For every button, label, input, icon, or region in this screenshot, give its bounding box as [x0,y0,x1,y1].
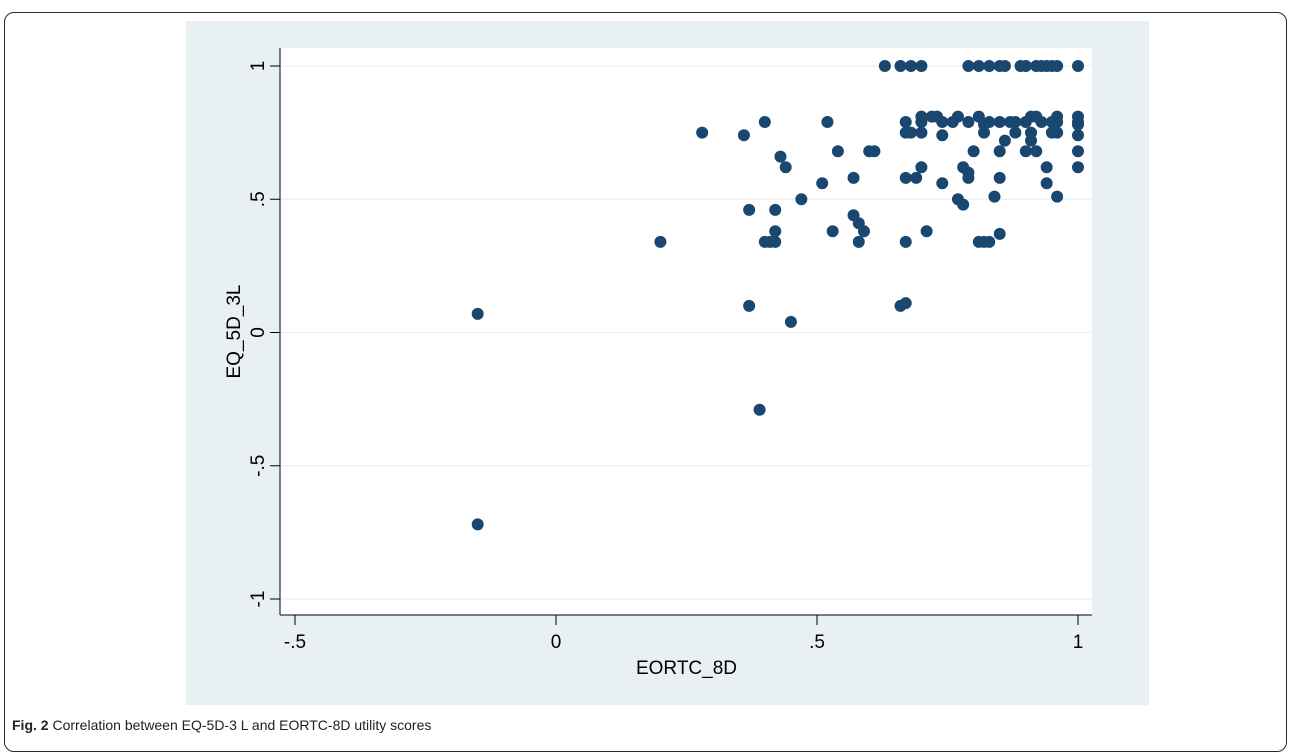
plot-region [280,48,1092,615]
data-point-3 [696,126,709,139]
data-point-8 [758,115,771,128]
data-points [471,60,1084,531]
y-axis-label: EQ_5D_3L [224,284,245,378]
data-point-36 [899,235,912,248]
plot-area: -.5 0 .5 1 -1 -.5 0 .5 1 EORTC_8D EQ_5D_3L [224,48,1092,679]
data-point-52 [951,110,964,123]
data-point-55 [957,198,970,211]
data-point-25 [852,235,865,248]
y-ticks: -1 -.5 0 .5 1 [248,61,280,608]
data-point-38 [904,126,917,139]
data-point-16 [784,315,797,328]
data-point-110 [1072,161,1084,174]
y-tick-label: 0 [248,327,269,338]
axes [279,48,1092,616]
data-point-12 [769,225,782,238]
data-point-18 [816,177,829,190]
data-point-45 [920,225,933,238]
data-point-5 [743,203,756,216]
data-point-30 [894,60,907,72]
x-axis-label: EORTC_8D [636,658,737,679]
x-tick-label: 1 [1073,632,1084,653]
data-point-40 [915,60,928,72]
data-point-103 [1051,190,1064,203]
data-point-72 [993,115,1006,128]
data-point-49 [936,129,949,142]
data-point-2 [654,235,667,248]
data-point-69 [983,115,996,128]
y-tick-label: .5 [248,191,269,207]
data-point-37 [904,60,917,72]
data-point-48 [936,115,949,128]
data-point-33 [899,115,912,128]
figure-caption: Fig. 2 Correlation between EQ-5D-3 L and… [12,717,431,733]
data-point-102 [1051,126,1064,139]
data-point-43 [915,126,928,139]
data-point-75 [993,227,1006,240]
data-point-56 [962,60,975,72]
data-point-95 [1040,177,1053,190]
data-point-42 [915,115,928,128]
data-point-15 [779,161,792,174]
data-point-20 [826,225,839,238]
data-point-92 [1035,115,1048,128]
x-tick-label: -.5 [284,632,306,653]
data-point-99 [1051,60,1064,72]
data-point-6 [743,299,756,312]
data-point-13 [769,203,782,216]
data-point-74 [993,171,1006,184]
data-point-90 [1030,145,1043,158]
y-tick-label: -.5 [248,455,269,477]
data-point-82 [1019,60,1032,72]
data-point-14 [774,150,787,163]
data-point-70 [988,190,1001,203]
y-tick-label: -1 [248,591,269,608]
data-point-108 [1072,129,1084,142]
data-point-60 [967,145,980,158]
data-point-109 [1072,145,1084,158]
data-point-35 [899,171,912,184]
data-point-107 [1072,118,1084,131]
x-tick-label: .5 [809,632,825,653]
data-point-104 [1072,60,1084,72]
data-point-76 [998,60,1011,72]
data-point-19 [821,115,834,128]
data-point-94 [1040,161,1053,174]
data-point-1 [471,518,484,531]
data-point-21 [831,145,844,158]
data-point-29 [878,60,891,72]
data-point-77 [998,134,1011,147]
data-point-32 [899,297,912,310]
data-point-39 [910,171,923,184]
data-point-80 [1009,115,1022,128]
data-point-61 [972,60,985,72]
x-ticks: -.5 0 .5 1 [284,615,1083,653]
data-point-73 [993,145,1006,158]
data-point-26 [857,225,870,238]
data-point-59 [962,171,975,184]
data-point-22 [847,171,860,184]
data-point-17 [795,193,808,206]
data-point-7 [753,403,766,416]
x-tick-label: 0 [551,632,562,653]
data-point-57 [962,115,975,128]
data-point-0 [471,307,484,320]
data-point-67 [983,60,996,72]
data-point-11 [769,235,782,248]
data-point-87 [1025,134,1038,147]
data-point-50 [936,177,949,190]
data-point-28 [868,145,881,158]
data-point-79 [1009,126,1022,139]
data-point-44 [915,161,928,174]
data-point-101 [1051,115,1064,128]
y-tick-label: 1 [248,61,269,72]
data-point-68 [983,235,996,248]
figure-caption-label: Fig. 2 [12,717,49,733]
data-point-84 [1019,145,1032,158]
figure-caption-text: Correlation between EQ-5D-3 L and EORTC-… [52,717,432,733]
data-point-4 [737,129,750,142]
